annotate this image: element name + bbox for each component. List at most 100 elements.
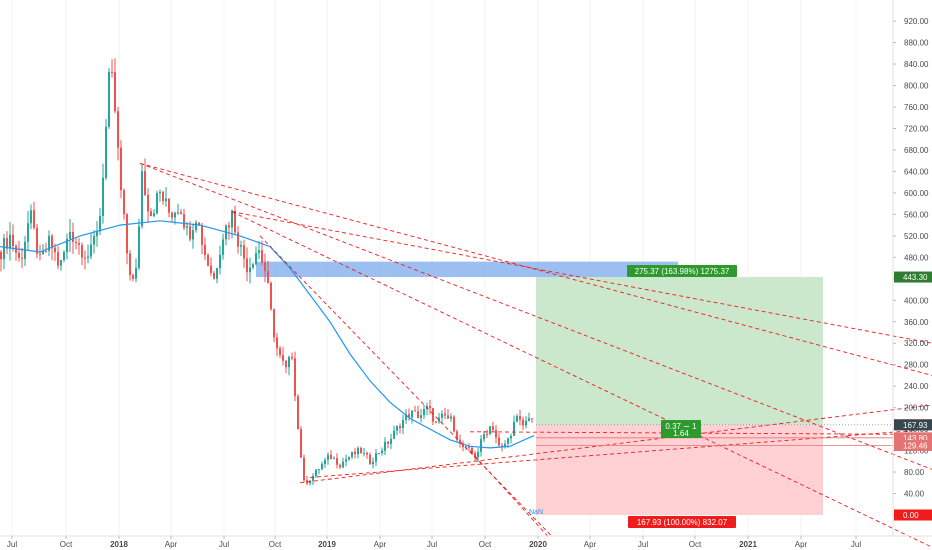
candle-body (33, 210, 35, 228)
moving-average-line[interactable] (0, 220, 535, 449)
candle-body (63, 252, 65, 260)
candle-body (510, 435, 512, 439)
candle-body (210, 265, 212, 273)
price-tick-label: 80.00 (904, 468, 925, 477)
price-badge-bg (894, 419, 932, 431)
price-badge-bg (894, 440, 932, 452)
candle-body (246, 258, 248, 273)
resistance-zone[interactable] (256, 261, 678, 278)
candle-body (300, 429, 302, 458)
candle-body (516, 416, 518, 422)
candle-body (318, 469, 320, 471)
trendline[interactable] (139, 162, 932, 470)
candle-body (252, 264, 254, 268)
candle-body (114, 72, 116, 112)
candle-body (138, 226, 140, 268)
candle-body (483, 434, 485, 440)
candle-body (294, 358, 296, 397)
candle-body (297, 396, 299, 430)
price-tick-label: 680.00 (904, 146, 929, 155)
candle-body (330, 454, 332, 459)
candle-body (171, 212, 173, 218)
candle-body (153, 213, 155, 217)
candle-body (222, 239, 224, 255)
candle-body (231, 210, 233, 228)
target-label: 275.37 (163.98%) 1275.37 (635, 267, 730, 276)
candle-body (438, 417, 440, 422)
candle-body (39, 253, 41, 255)
candle-body (57, 252, 59, 266)
candle-body (9, 234, 11, 249)
time-tick-label: Jul (851, 540, 861, 549)
price-badge: 443.30 (903, 273, 928, 282)
candle-body (375, 453, 377, 462)
candle-body (486, 434, 488, 436)
price-tick-label: 600.00 (904, 189, 929, 198)
candle-body (444, 413, 446, 416)
candle-body (405, 414, 407, 420)
candle-body (312, 476, 314, 481)
time-tick-label: Jul (219, 540, 229, 549)
candle-body (366, 452, 368, 455)
candle-body (216, 268, 218, 279)
time-tick-label: 2020 (529, 540, 547, 549)
trendline[interactable] (299, 404, 932, 484)
candle-body (441, 413, 443, 418)
candle-body (423, 409, 425, 416)
candle-body (189, 226, 191, 240)
candle-body (126, 214, 128, 254)
candle-body (81, 245, 83, 258)
price-tick-label: 480.00 (904, 253, 929, 262)
time-tick-label: Oct (479, 540, 492, 549)
candle-body (198, 222, 200, 226)
candle-body (192, 230, 194, 240)
candle-body (255, 253, 257, 265)
candle-body (351, 451, 353, 457)
candle-body (147, 194, 149, 212)
candle-body (72, 231, 74, 242)
loss-zone[interactable] (536, 424, 823, 515)
candle-body (456, 431, 458, 440)
candle-body (399, 426, 401, 429)
candle-body (480, 439, 482, 452)
candle-body (360, 447, 362, 454)
candle-body (282, 355, 284, 361)
candle-body (183, 214, 185, 228)
price-badge-bg (894, 271, 932, 283)
candle-body (177, 212, 179, 214)
trendline[interactable] (139, 162, 932, 376)
candle-body (279, 348, 281, 356)
candle-body (465, 446, 467, 448)
trendline[interactable] (309, 428, 932, 478)
candle-body (0, 251, 2, 260)
candle-body (471, 447, 473, 454)
time-axis[interactable]: Jul Oct 2018 Apr Jul Oct 2019 Apr Jul Oct 2020 Apr J… (0, 535, 932, 549)
candle-body (339, 464, 341, 468)
ratio-label-bottom: 1.64 (673, 429, 689, 438)
trendline[interactable] (231, 211, 932, 548)
price-tick-label: 840.00 (904, 60, 929, 69)
time-tick-label: Apr (374, 540, 387, 549)
time-tick-label: Jul (7, 540, 17, 549)
candle-body (93, 236, 95, 245)
candle-body (309, 480, 311, 484)
candle-body (45, 250, 47, 252)
price-tick-label: 280.00 (904, 361, 929, 370)
price-tick-label: 800.00 (904, 82, 929, 91)
trendline[interactable] (469, 450, 549, 537)
candle-body (249, 267, 251, 273)
candle-body (528, 418, 530, 421)
candle-body (459, 439, 461, 444)
profit-zone[interactable] (536, 277, 823, 425)
candle-body (3, 238, 5, 260)
candle-body (219, 254, 221, 269)
price-badge: 143.80 (903, 434, 928, 443)
candle-body (522, 419, 524, 426)
candle-body (186, 226, 188, 228)
candle-body (462, 443, 464, 448)
candle-body (144, 171, 146, 195)
candle-body (474, 453, 476, 458)
candle-body (435, 421, 437, 423)
